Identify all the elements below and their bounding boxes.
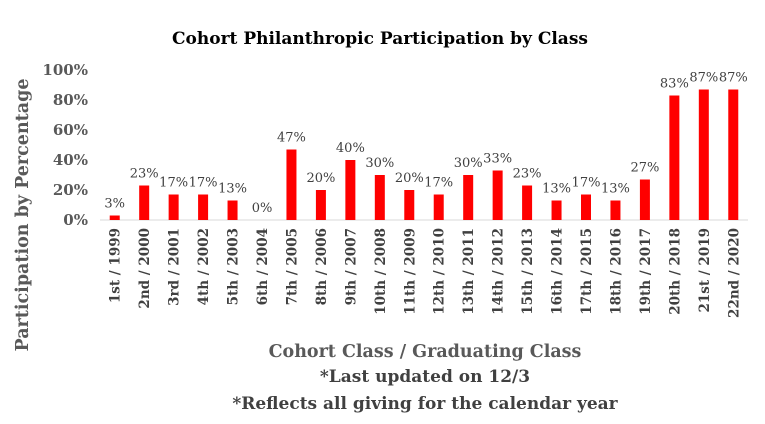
- data-label: 0%: [252, 201, 273, 216]
- x-tick-label: 9th / 2007: [343, 228, 359, 305]
- bar: [109, 215, 120, 220]
- bar: [639, 179, 650, 220]
- y-tick-label: 100%: [42, 61, 88, 79]
- y-tick-label: 20%: [53, 181, 88, 199]
- y-tick-label: 40%: [53, 151, 88, 169]
- x-tick-label: 2nd / 2000: [137, 228, 153, 309]
- bar: [315, 190, 326, 220]
- data-label: 20%: [306, 171, 335, 186]
- data-label: 3%: [104, 197, 125, 212]
- y-axis-title: Participation by Percentage: [13, 79, 33, 352]
- y-tick-label: 80%: [53, 91, 88, 109]
- data-label: 23%: [130, 167, 159, 182]
- bar: [698, 89, 709, 220]
- bar: [168, 194, 179, 220]
- y-axis-ticks: 0% 20% 40% 60% 80% 100%: [42, 61, 88, 229]
- data-label: 33%: [483, 152, 512, 167]
- x-tick-label: 13th / 2011: [461, 228, 477, 315]
- bar: [492, 170, 503, 220]
- bar: [669, 95, 680, 220]
- data-label: 20%: [395, 171, 424, 186]
- x-tick-label: 22nd / 2020: [726, 228, 742, 318]
- y-tick-label: 0%: [63, 211, 88, 229]
- x-tick-label: 11th / 2009: [402, 228, 418, 315]
- x-tick-label: 18th / 2016: [608, 228, 624, 315]
- data-label: 13%: [218, 182, 247, 197]
- x-tick-label: 8th / 2006: [314, 228, 330, 305]
- bar: [374, 175, 385, 220]
- data-label: 87%: [689, 71, 718, 86]
- x-tick-label: 1st / 1999: [108, 228, 124, 303]
- data-label: 17%: [189, 176, 218, 191]
- bar: [728, 89, 739, 220]
- data-label: 17%: [159, 176, 188, 191]
- data-label: 17%: [424, 176, 453, 191]
- x-tick-label: 7th / 2005: [284, 228, 300, 305]
- bars: [109, 89, 739, 220]
- x-tick-label: 17th / 2015: [579, 228, 595, 315]
- data-label: 23%: [513, 167, 542, 182]
- data-label: 87%: [719, 71, 748, 86]
- data-label: 30%: [365, 156, 394, 171]
- bar: [433, 194, 444, 220]
- x-tick-label: 3rd / 2001: [167, 228, 183, 306]
- x-tick-label: 20th / 2018: [667, 228, 683, 315]
- bar: [286, 149, 297, 220]
- bar: [198, 194, 209, 220]
- chart-title: Cohort Philanthropic Participation by Cl…: [172, 29, 588, 49]
- bar: [227, 200, 238, 220]
- x-tick-label: 10th / 2008: [373, 228, 389, 315]
- x-tick-label: 12th / 2010: [432, 228, 448, 315]
- x-tick-label: 15th / 2013: [520, 228, 536, 315]
- data-labels: 3%23%17% 17% 13%0%47%20%40%30%20% 17%30% 33%…: [104, 71, 747, 217]
- note-last-updated: *Last updated on 12/3: [320, 367, 530, 387]
- data-label: 13%: [542, 182, 571, 197]
- bar: [345, 160, 356, 220]
- data-label: 17%: [572, 176, 601, 191]
- x-tick-label: 5th / 2003: [226, 228, 242, 305]
- bar: [463, 175, 474, 220]
- x-axis-title: Cohort Class / Graduating Class: [269, 342, 582, 362]
- data-label: 27%: [630, 161, 659, 176]
- x-tick-label: 14th / 2012: [491, 228, 507, 315]
- bar: [522, 185, 533, 220]
- bar: [610, 200, 621, 220]
- data-label: 30%: [454, 156, 483, 171]
- y-tick-label: 60%: [53, 121, 88, 139]
- x-tick-label: 21st / 2019: [697, 228, 713, 313]
- data-label: 40%: [336, 141, 365, 156]
- bar: [404, 190, 415, 220]
- bar: [551, 200, 562, 220]
- x-tick-label: 19th / 2017: [638, 228, 654, 315]
- x-tick-label: 6th / 2004: [255, 228, 271, 305]
- x-tick-label: 16th / 2014: [550, 228, 566, 315]
- x-axis-ticks: 1st / 1999 2nd / 2000 3rd / 2001 4th / 2002…: [108, 228, 743, 318]
- bar: [581, 194, 591, 220]
- data-label: 83%: [660, 77, 689, 92]
- x-tick-label: 4th / 2002: [196, 228, 212, 305]
- data-label: 47%: [277, 131, 306, 146]
- bar: [139, 185, 150, 220]
- data-label: 13%: [601, 182, 630, 197]
- note-calendar-year: *Reflects all giving for the calendar ye…: [232, 394, 618, 414]
